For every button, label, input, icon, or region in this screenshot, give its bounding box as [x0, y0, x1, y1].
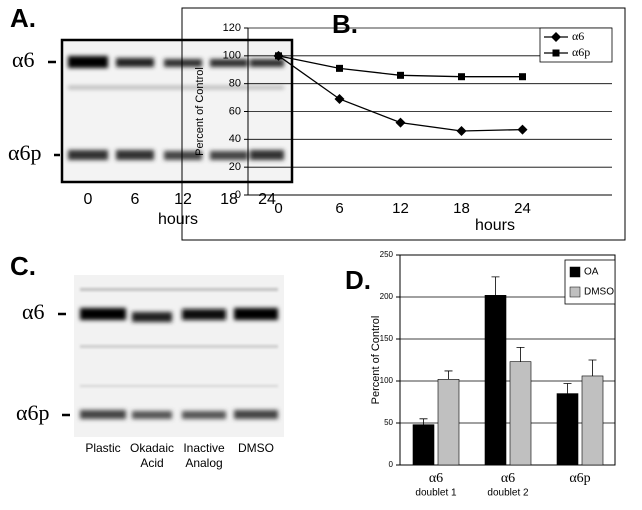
panel-letter: B.: [332, 9, 358, 39]
marker: [397, 71, 404, 79]
y-tick-label: 100: [380, 376, 394, 385]
blot-a: α6 α6p 0 6 12 18 24 hours: [8, 38, 294, 228]
y-axis-label: Percent of Control: [370, 316, 382, 405]
y-tick-label: 40: [229, 133, 241, 145]
bar: [556, 393, 579, 466]
y-tick-label: 20: [229, 161, 241, 173]
y-tick-label: 120: [223, 22, 241, 34]
marker: [517, 124, 528, 135]
x-tick-label: doublet 2: [487, 488, 529, 499]
bar: [509, 361, 532, 466]
lane-label: Inactive: [183, 441, 225, 455]
band-label: α6: [12, 47, 35, 72]
y-tick-label: 0: [389, 460, 394, 469]
marker: [551, 32, 561, 42]
x-tick-label: α6: [429, 471, 443, 486]
marker: [336, 64, 343, 72]
y-axis-label: Percent of Control: [194, 67, 206, 156]
chart: 0 20 40 60 80 100 120 Percent of Control 0 6 12 18 2…: [181, 7, 626, 241]
lane-label: 0: [84, 191, 93, 208]
error-bar: [588, 359, 597, 376]
lane-label: Analog: [185, 456, 222, 470]
lane-label: 24: [258, 191, 276, 208]
marker: [552, 49, 560, 57]
bands: [80, 308, 278, 419]
axis-label: hours: [158, 211, 198, 228]
bar: [484, 295, 507, 466]
band-label: α6p: [16, 400, 50, 425]
x-tick-label: α6p: [569, 471, 590, 486]
legend-swatch: [569, 266, 581, 278]
lane-label: Acid: [140, 456, 163, 470]
x-tick-label: 18: [453, 200, 470, 217]
x-tick-label: α6: [501, 471, 515, 486]
y-tick-label: 60: [229, 105, 241, 117]
legend-swatch: [569, 286, 581, 298]
y-tick-label: 150: [380, 334, 394, 343]
legend-label: α6: [572, 29, 584, 43]
chart-frame: [181, 7, 626, 241]
bar: [581, 375, 604, 466]
lane-label: 12: [174, 191, 192, 208]
error-bar: [563, 383, 572, 394]
error-bar: [516, 347, 525, 362]
legend-label: α6p: [572, 45, 590, 59]
y-tick-label: 80: [229, 78, 241, 90]
lane-label: 6: [131, 191, 140, 208]
marker: [334, 93, 345, 104]
y-tick-label: 50: [384, 418, 393, 427]
band-label: α6p: [8, 140, 42, 165]
legend-box: [539, 27, 613, 63]
x-tick-label: 24: [514, 200, 531, 217]
lane-label: 18: [220, 191, 238, 208]
bands: [68, 56, 284, 160]
marker: [275, 52, 282, 60]
marker: [519, 73, 526, 81]
x-tick-label: 12: [392, 200, 409, 217]
x-axis-label: hours: [475, 217, 515, 234]
charts: 0 20 40 60 80 100 120 Percent of Control 0 6 12 18 2…: [181, 7, 626, 499]
error-bar: [491, 276, 500, 296]
lane-label: DMSO: [238, 441, 274, 455]
panel-letter: D.: [345, 265, 371, 295]
y-tick-label: 250: [380, 250, 394, 259]
marker: [395, 117, 406, 128]
y-tick-label: 200: [380, 292, 394, 301]
bar: [412, 424, 435, 466]
marker: [456, 125, 467, 136]
marker: [458, 73, 465, 81]
x-tick-label: doublet 1: [415, 488, 457, 499]
x-tick-label: 6: [335, 200, 343, 217]
legend-label: DMSO: [584, 287, 614, 298]
x-tick-label: 0: [274, 200, 282, 217]
y-tick-label: 0: [235, 189, 241, 201]
panel-letter: C.: [10, 251, 36, 281]
bar: [437, 379, 460, 466]
band-label: α6: [22, 299, 45, 324]
lane-label: Plastic: [85, 441, 120, 455]
panel-letter: A.: [10, 3, 36, 33]
error-bar: [419, 418, 428, 425]
error-bar: [444, 370, 453, 380]
chart: 0 50 100 150 200 250 Percent of Control α6 doubl…: [370, 250, 616, 499]
y-tick-label: 100: [223, 50, 241, 62]
legend-label: OA: [584, 267, 599, 278]
lane-label: Okadaic: [130, 441, 174, 455]
